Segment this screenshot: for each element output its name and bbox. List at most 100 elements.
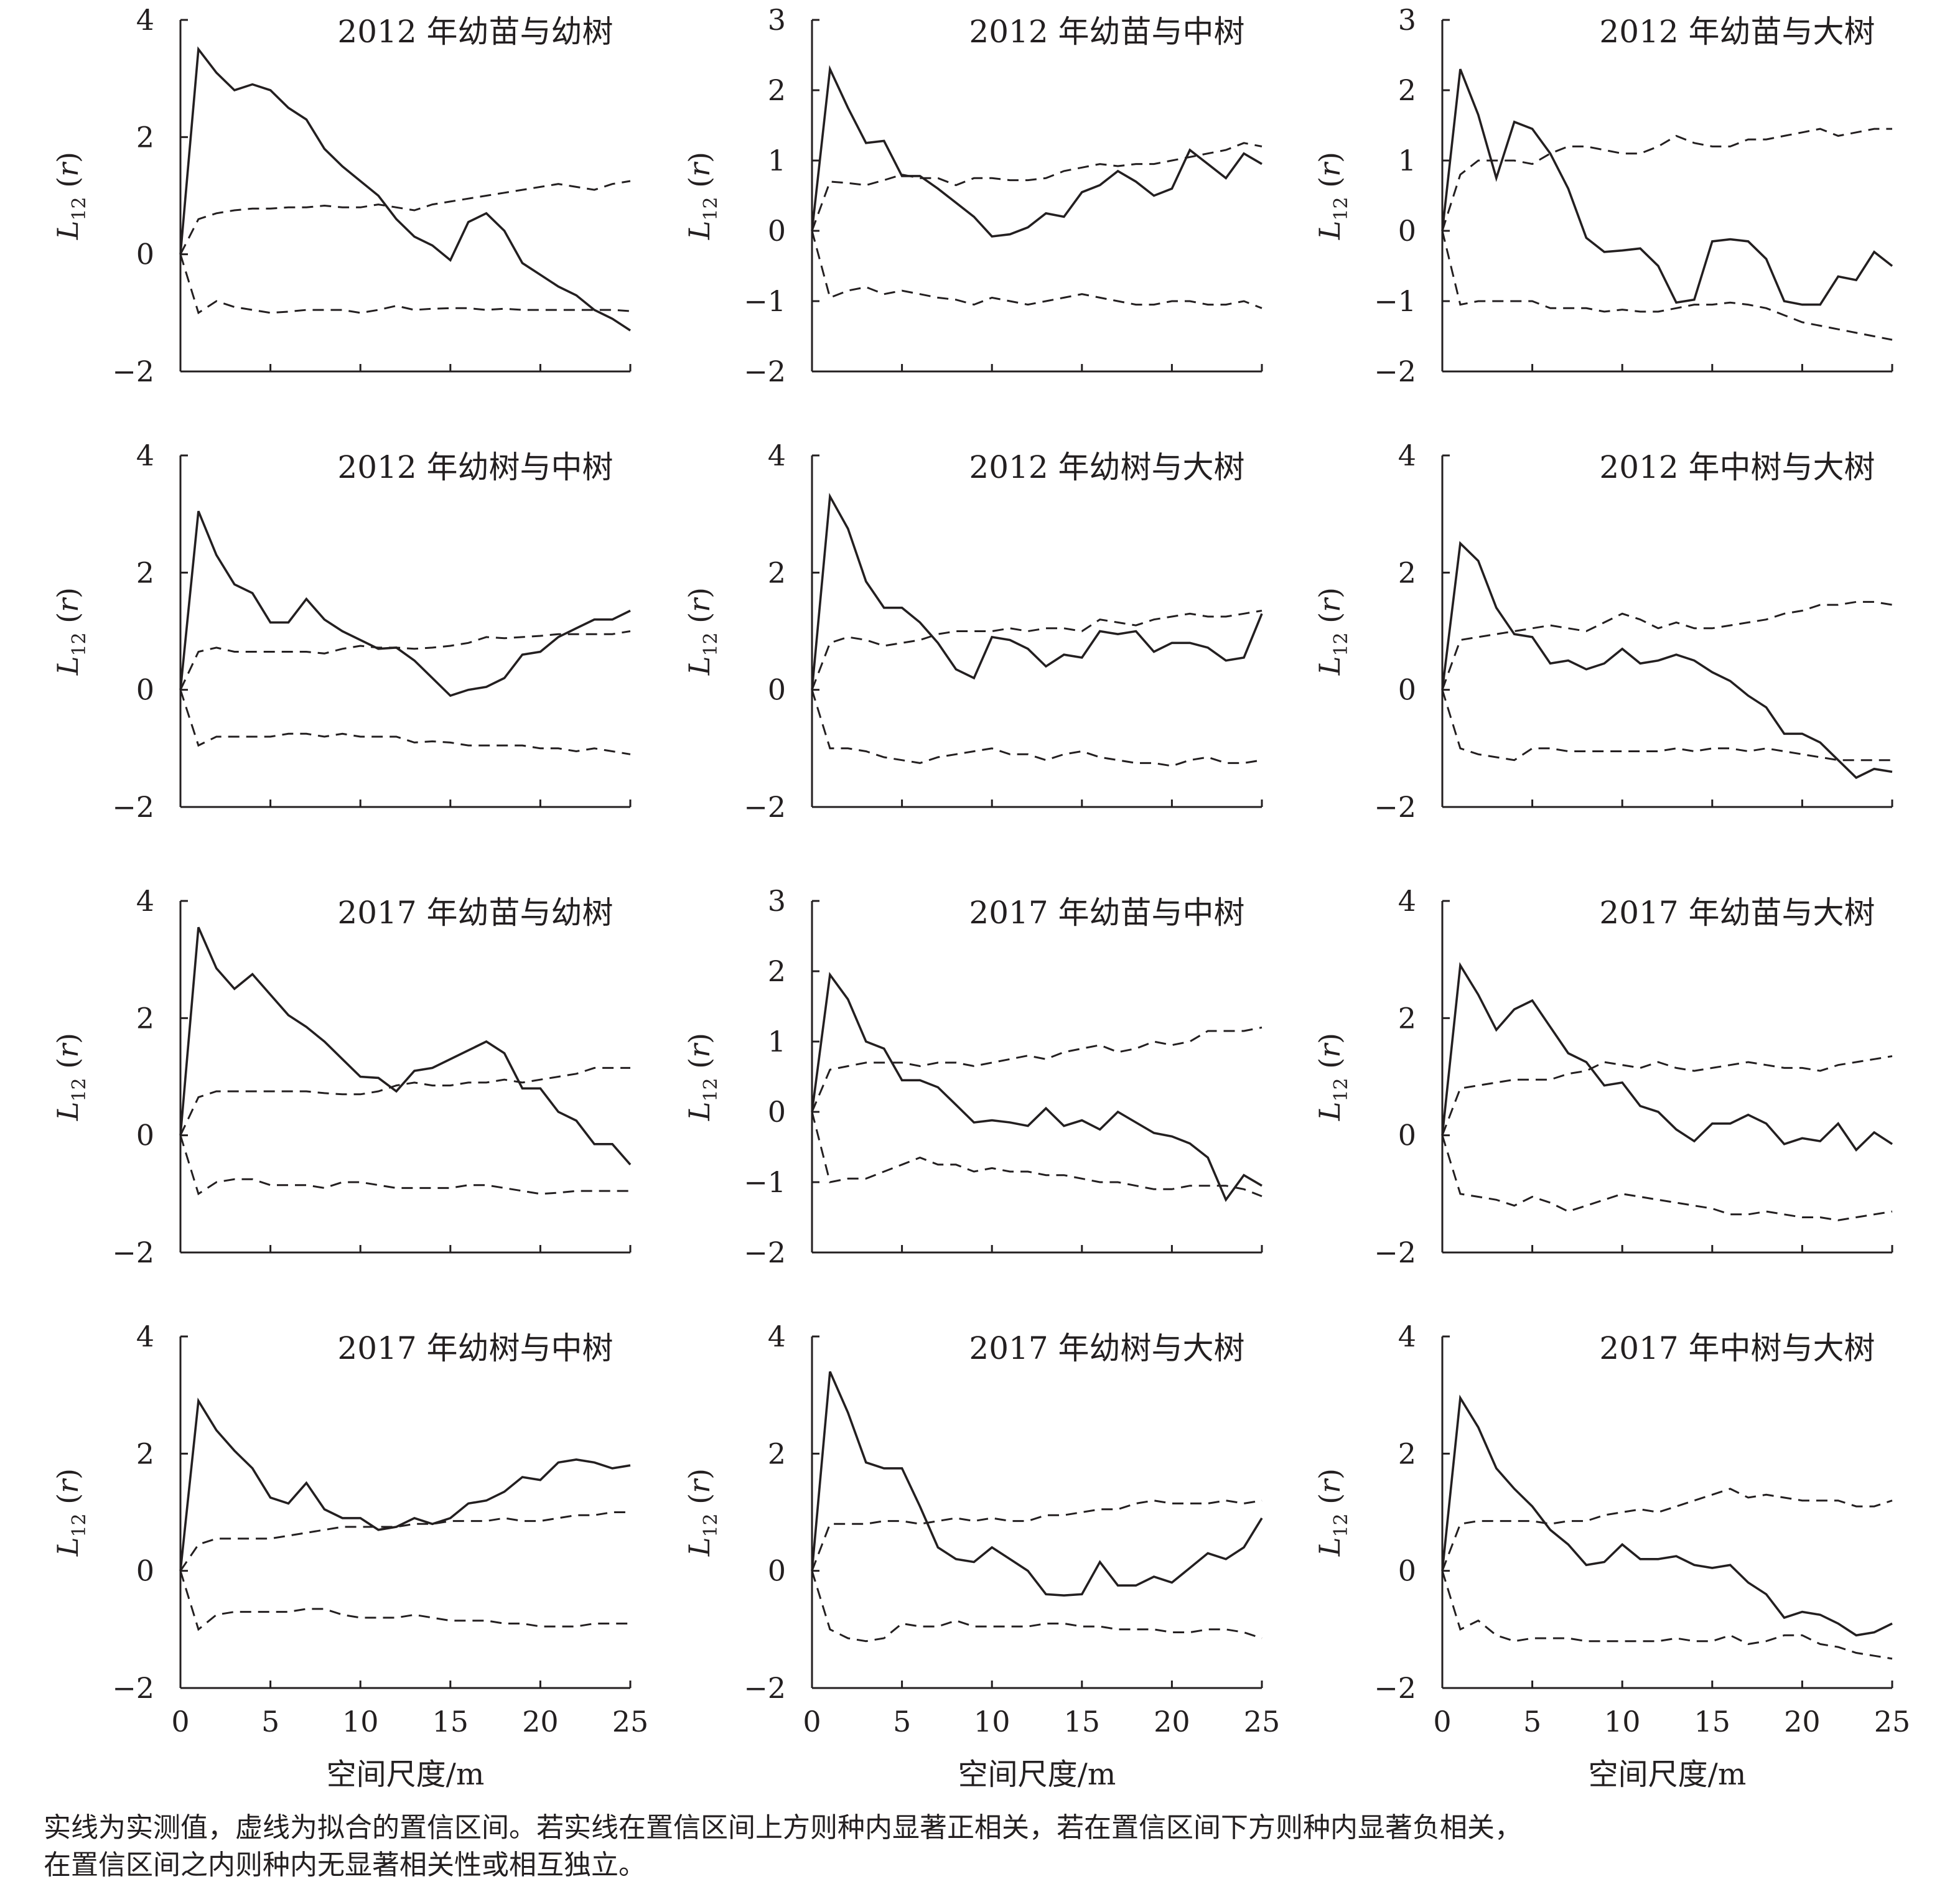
y-tick-label: 0 bbox=[136, 1119, 154, 1152]
y-axis-title-main: L bbox=[51, 1537, 85, 1557]
y-tick-label: 2 bbox=[1398, 556, 1416, 589]
envelope-upper-line bbox=[1441, 1488, 1893, 1572]
y-axis-title-arg: (r) bbox=[51, 152, 85, 197]
y-tick-label: 0 bbox=[768, 1554, 786, 1588]
x-tick-label: 20 bbox=[1154, 1705, 1190, 1738]
x-tick-label: 15 bbox=[432, 1705, 469, 1738]
envelope-upper-line bbox=[179, 1066, 630, 1136]
y-axis-title: L12 (r) bbox=[683, 587, 722, 676]
y-axis-title-arg: (r) bbox=[51, 587, 85, 633]
y-axis-title-main: L bbox=[1313, 1102, 1346, 1122]
y-tick-label: −2 bbox=[744, 790, 786, 824]
y-tick-label: 4 bbox=[768, 439, 786, 472]
envelope-lower-line bbox=[811, 1111, 1262, 1197]
y-axis-title: L12 (r) bbox=[683, 1468, 722, 1557]
x-tick-label: 5 bbox=[261, 1705, 279, 1738]
y-tick-label: 2 bbox=[136, 120, 154, 154]
y-axis-title-sub: 12 bbox=[1330, 1513, 1352, 1537]
y-axis-title: L12 (r) bbox=[1313, 1033, 1352, 1121]
y-tick-label: 1 bbox=[768, 1025, 786, 1058]
envelope-upper-line bbox=[179, 1511, 630, 1572]
y-tick-label: −2 bbox=[1374, 1236, 1416, 1269]
y-axis-title-sub: 12 bbox=[700, 1078, 722, 1101]
x-tick-label: 10 bbox=[342, 1705, 379, 1738]
y-axis-title-main: L bbox=[683, 656, 716, 676]
x-tick-label: 0 bbox=[803, 1705, 821, 1738]
x-tick-label: 15 bbox=[1694, 1705, 1731, 1738]
y-axis-title-sub: 12 bbox=[68, 197, 90, 220]
y-tick-label: 3 bbox=[1398, 3, 1416, 37]
y-axis-title-main: L bbox=[1313, 221, 1346, 241]
y-tick-label: 4 bbox=[768, 1320, 786, 1353]
panel-11: −2 0 2 4 0 5 10 15 20 25 空间尺度/m L12 (r) 2017 年幼树与大树 bbox=[683, 1320, 1280, 1792]
y-tick-label: −2 bbox=[112, 355, 154, 388]
y-tick-label: −1 bbox=[744, 284, 786, 318]
y-tick-label: 0 bbox=[768, 673, 786, 707]
y-tick-label: 0 bbox=[136, 673, 154, 707]
panel-7: −2 0 2 4 L12 (r) 2017 年幼苗与幼树 bbox=[51, 884, 632, 1269]
panel-10: −2 0 2 4 0 5 10 15 20 25 空间尺度/m L12 (r) 2017 年幼树与中树 bbox=[51, 1320, 648, 1792]
panel-6: −2 0 2 4 L12 (r) 2012 年中树与大树 bbox=[1313, 439, 1893, 824]
y-tick-label: 2 bbox=[768, 954, 786, 988]
caption-line-2: 在置信区间之内则种内无显著相关性或相互独立。 bbox=[44, 1849, 646, 1881]
panel-title: 2017 年中树与大树 bbox=[1599, 1330, 1875, 1366]
observed-line bbox=[1441, 541, 1893, 780]
y-tick-label: 0 bbox=[1398, 1119, 1416, 1152]
y-axis-title-arg: (r) bbox=[51, 1468, 85, 1514]
y-tick-label: 0 bbox=[136, 238, 154, 271]
envelope-upper-line bbox=[1441, 1055, 1893, 1136]
y-tick-label: −2 bbox=[1374, 1671, 1416, 1705]
y-axis-title-sub: 12 bbox=[700, 197, 722, 220]
x-tick-label: 10 bbox=[974, 1705, 1010, 1738]
x-tick-label: 5 bbox=[1523, 1705, 1541, 1738]
y-axis-title-arg: (r) bbox=[683, 587, 716, 633]
x-tick-label: 25 bbox=[612, 1705, 649, 1738]
observed-line bbox=[179, 926, 632, 1165]
y-axis-title-arg: (r) bbox=[1313, 152, 1346, 197]
y-tick-label: −2 bbox=[1374, 790, 1416, 824]
y-tick-label: −1 bbox=[1374, 284, 1416, 318]
y-axis-title-arg: (r) bbox=[683, 152, 716, 197]
panel-title: 2012 年幼苗与中树 bbox=[969, 14, 1244, 50]
observed-line bbox=[811, 972, 1262, 1202]
x-tick-label: 20 bbox=[522, 1705, 559, 1738]
x-tick-label: 20 bbox=[1784, 1705, 1821, 1738]
y-tick-label: 4 bbox=[136, 439, 154, 472]
envelope-lower-line bbox=[179, 689, 631, 755]
y-axis-title-main: L bbox=[1313, 1537, 1346, 1557]
y-tick-label: 0 bbox=[768, 214, 786, 248]
x-tick-label: 15 bbox=[1064, 1705, 1101, 1738]
y-axis-title-arg: (r) bbox=[1313, 587, 1346, 633]
y-tick-label: −1 bbox=[744, 1165, 786, 1199]
panel-1: −2 0 2 4 L12 (r) 2012 年幼苗与幼树 bbox=[51, 3, 632, 388]
y-tick-label: −2 bbox=[112, 790, 154, 824]
y-axis-title: L12 (r) bbox=[1313, 1468, 1352, 1557]
envelope-lower-line bbox=[811, 230, 1262, 309]
panel-5: −2 0 2 4 L12 (r) 2012 年幼树与大树 bbox=[683, 439, 1263, 824]
y-axis-title-main: L bbox=[683, 1102, 716, 1122]
y-axis-title-sub: 12 bbox=[1330, 197, 1352, 220]
x-tick-label: 25 bbox=[1874, 1705, 1911, 1738]
y-tick-label: 4 bbox=[1398, 439, 1416, 472]
x-axis-title: 空间尺度/m bbox=[327, 1757, 485, 1792]
x-tick-label: 10 bbox=[1604, 1705, 1641, 1738]
envelope-upper-line bbox=[1441, 128, 1892, 231]
y-tick-label: 0 bbox=[768, 1095, 786, 1129]
x-tick-label: 5 bbox=[893, 1705, 911, 1738]
x-tick-label: 0 bbox=[171, 1705, 189, 1738]
y-tick-label: 1 bbox=[768, 144, 786, 177]
y-tick-label: −2 bbox=[112, 1236, 154, 1269]
y-tick-label: −2 bbox=[744, 1236, 786, 1269]
y-tick-label: 4 bbox=[1398, 1320, 1416, 1353]
envelope-upper-line bbox=[811, 1026, 1262, 1112]
y-tick-label: 0 bbox=[1398, 1554, 1416, 1588]
envelope-lower-line bbox=[1441, 1570, 1893, 1660]
envelope-upper-line bbox=[179, 180, 631, 255]
observed-line bbox=[179, 510, 631, 697]
y-axis-title: L12 (r) bbox=[1313, 587, 1352, 676]
y-axis-title-main: L bbox=[683, 1537, 716, 1557]
